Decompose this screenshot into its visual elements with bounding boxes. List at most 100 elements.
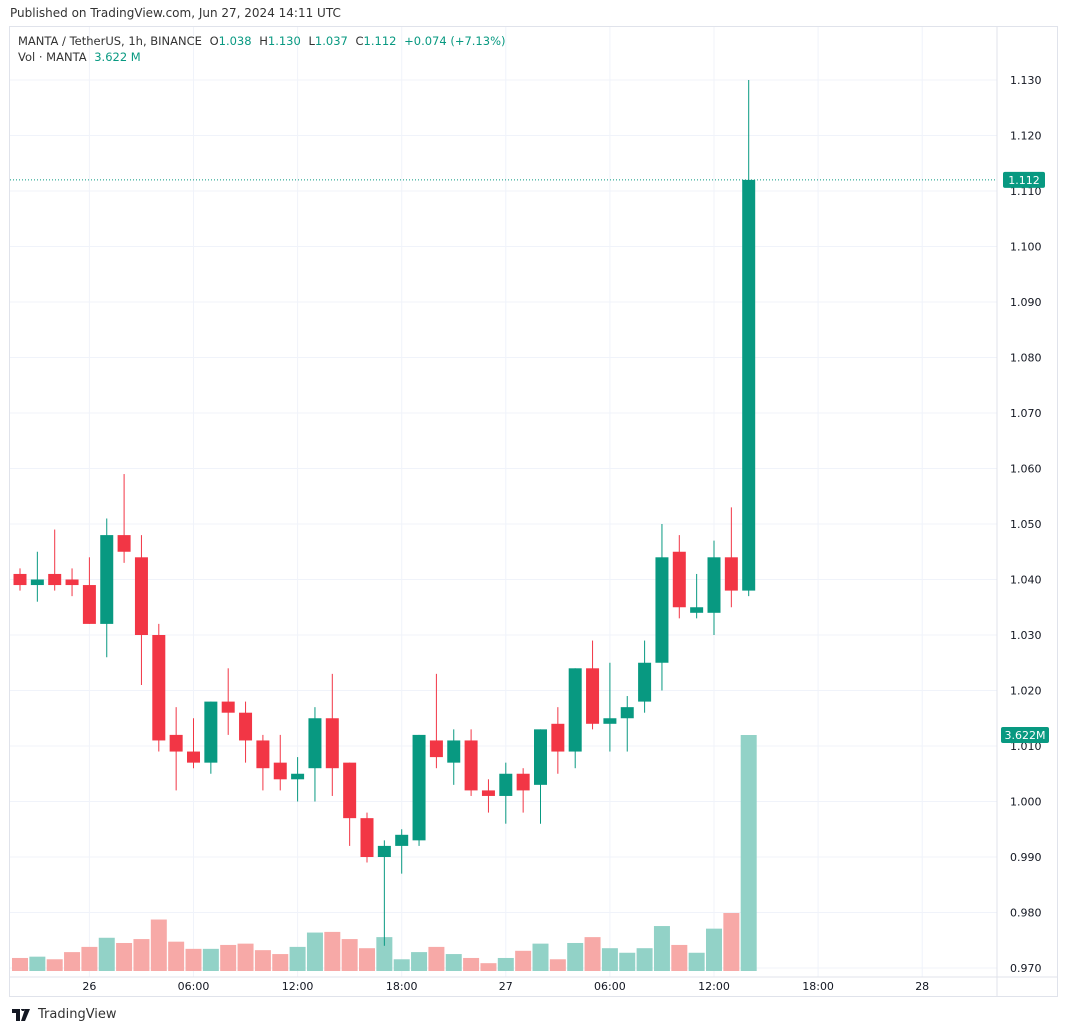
candle-body[interactable] xyxy=(655,557,669,663)
volume-bar xyxy=(515,950,532,971)
candle-body[interactable] xyxy=(308,718,322,769)
open-label: O xyxy=(209,34,219,48)
price-tick-label: 1.120 xyxy=(1010,130,1042,143)
high-value: 1.130 xyxy=(267,34,301,48)
candle-body[interactable] xyxy=(603,718,617,724)
candle-body[interactable] xyxy=(325,718,339,769)
volume-bar xyxy=(168,941,185,971)
last-price-tag xyxy=(1003,171,1045,188)
candle-body[interactable] xyxy=(707,557,721,613)
candle-body[interactable] xyxy=(291,773,305,780)
volume-bar xyxy=(64,952,81,971)
candle-body[interactable] xyxy=(724,557,738,591)
last-volume-tag xyxy=(1001,727,1049,743)
candle-body[interactable] xyxy=(30,579,44,586)
volume-bar xyxy=(133,939,150,971)
volume-label[interactable]: Vol · MANTA xyxy=(18,50,87,64)
candle-body[interactable] xyxy=(273,762,287,780)
volume-bar xyxy=(584,937,601,971)
time-tick-label: 26 xyxy=(82,980,96,993)
volume-bar xyxy=(532,943,549,971)
ohlc-row: MANTA / TetherUS, 1h, BINANCE O1.038 H1.… xyxy=(18,33,509,49)
volume-bar xyxy=(480,963,497,971)
volume-bar xyxy=(567,942,584,971)
candle-body[interactable] xyxy=(152,635,166,741)
volume-bar xyxy=(254,950,271,971)
high-label: H xyxy=(259,34,268,48)
price-tick-label: 1.130 xyxy=(1010,74,1042,87)
candle-body[interactable] xyxy=(204,701,218,763)
candle-body[interactable] xyxy=(620,707,634,719)
price-tick-label: 1.100 xyxy=(1010,241,1042,254)
published-note: Published on TradingView.com, Jun 27, 20… xyxy=(10,6,341,20)
candle-body[interactable] xyxy=(412,734,426,841)
candle-body[interactable] xyxy=(395,834,409,846)
candle-body[interactable] xyxy=(447,740,461,763)
volume-bar xyxy=(185,948,202,971)
candle-body[interactable] xyxy=(551,723,565,752)
symbol-label[interactable]: MANTA / TetherUS, 1h, BINANCE xyxy=(18,34,202,48)
tradingview-logo[interactable]: TradingView xyxy=(12,1007,117,1022)
candle-body[interactable] xyxy=(48,573,62,586)
brand-name: TradingView xyxy=(38,1007,117,1022)
candle-body[interactable] xyxy=(256,740,270,769)
candle-body[interactable] xyxy=(169,734,183,752)
price-tick-label: 1.030 xyxy=(1010,629,1042,642)
volume-bar xyxy=(272,954,289,971)
volume-bar xyxy=(202,948,219,971)
volume-bar xyxy=(98,937,115,971)
candle-body[interactable] xyxy=(464,740,478,791)
time-tick-label: 12:00 xyxy=(282,980,314,993)
candle-body[interactable] xyxy=(100,535,114,624)
candle-body[interactable] xyxy=(690,607,704,613)
candle-body[interactable] xyxy=(481,790,495,796)
candle-body[interactable] xyxy=(187,751,200,763)
candle-body[interactable] xyxy=(429,740,443,758)
volume-row: Vol · MANTA 3.622 M xyxy=(18,49,509,65)
volume-bar xyxy=(688,952,705,971)
candle-body[interactable] xyxy=(221,701,235,713)
candle-body[interactable] xyxy=(377,845,391,857)
time-tick-label: 06:00 xyxy=(594,980,626,993)
time-tick-label: 18:00 xyxy=(802,980,834,993)
volume-bar xyxy=(116,942,133,971)
change-value: +0.074 (+7.13%) xyxy=(404,34,506,48)
candle-body[interactable] xyxy=(65,579,79,586)
candle-body[interactable] xyxy=(742,179,756,591)
price-tick-label: 1.010 xyxy=(1010,740,1042,753)
volume-bar xyxy=(81,946,98,971)
candle-body[interactable] xyxy=(499,773,513,796)
candle-body[interactable] xyxy=(343,762,357,819)
volume-bar xyxy=(29,956,46,971)
time-tick-label: 06:00 xyxy=(178,980,210,993)
low-value: 1.037 xyxy=(314,34,348,48)
candle-body[interactable] xyxy=(534,729,547,785)
candle-body[interactable] xyxy=(586,668,600,724)
candle-body[interactable] xyxy=(568,668,582,752)
candle-body[interactable] xyxy=(239,712,253,741)
volume-bar xyxy=(376,937,393,971)
candle-body[interactable] xyxy=(516,773,530,791)
volume-bar xyxy=(740,735,757,971)
candle-body[interactable] xyxy=(672,551,686,608)
price-tick-label: 1.080 xyxy=(1010,352,1042,365)
candle-body[interactable] xyxy=(638,662,652,702)
volume-bar xyxy=(393,959,410,971)
volume-bar xyxy=(723,913,740,971)
time-tick-label: 28 xyxy=(915,980,929,993)
price-tick-label: 1.020 xyxy=(1010,685,1042,698)
candle-body[interactable] xyxy=(13,573,27,586)
last-price-tag-label: 1.112 xyxy=(1008,174,1040,187)
candle-body[interactable] xyxy=(360,818,374,857)
candle-body[interactable] xyxy=(82,585,96,624)
price-tick-label: 1.090 xyxy=(1010,296,1042,309)
candle-body[interactable] xyxy=(117,535,131,552)
candle-body[interactable] xyxy=(134,557,148,635)
volume-bar xyxy=(12,957,28,971)
price-tick-label: 1.060 xyxy=(1010,463,1042,476)
volume-bar xyxy=(220,944,237,971)
price-tick-label: 1.110 xyxy=(1010,185,1042,198)
volume-bar xyxy=(359,948,375,971)
volume-bar xyxy=(653,926,670,971)
